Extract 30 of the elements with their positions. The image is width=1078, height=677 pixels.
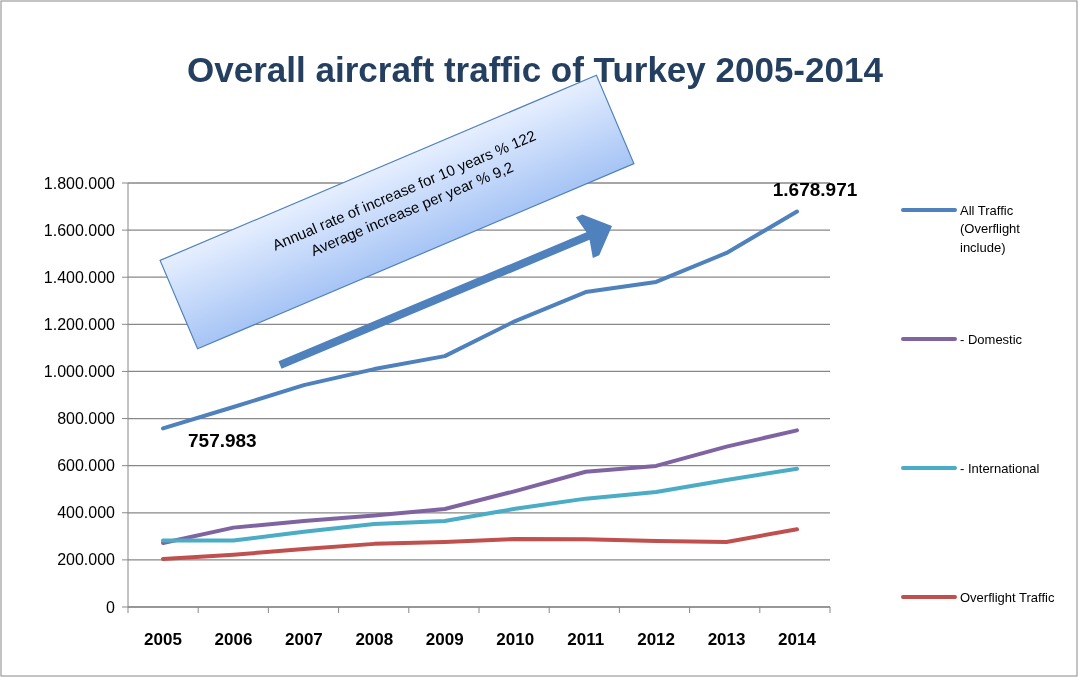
x-tick-label: 2008	[355, 630, 394, 649]
data-label: 757.983	[188, 430, 257, 452]
legend-label: - Domestic	[960, 331, 1023, 347]
x-tick-label: 2007	[284, 630, 323, 649]
y-tick-label: 1.200.000	[43, 315, 116, 333]
x-tick-label: 2012	[637, 630, 676, 649]
x-tick-label: 2005	[144, 630, 182, 649]
y-tick-label: 1.400.000	[43, 268, 116, 286]
legend-label: Overflight Traffic	[960, 589, 1055, 605]
x-tick-label: 2009	[425, 630, 464, 649]
y-tick-label: 1.000.000	[43, 363, 116, 381]
y-tick-label: 800.000	[57, 410, 116, 428]
x-tick-label: 2006	[214, 630, 253, 649]
data-label: 1.678.971	[772, 179, 858, 201]
chart-title: Overall aircraft traffic of Turkey 2005-2014	[187, 50, 884, 89]
legend-label: - International	[960, 460, 1040, 476]
line-series	[161, 527, 799, 561]
x-tick-label: 2010	[496, 630, 535, 649]
legend-label: All Traffic (Overflight include)	[960, 202, 1021, 256]
x-tick-label: 2014	[778, 630, 817, 649]
y-tick-label: 1.600.000	[43, 221, 116, 239]
y-tick-label: 600.000	[57, 457, 116, 475]
y-tick-label: 400.000	[57, 504, 116, 522]
x-tick-label: 2013	[707, 630, 746, 649]
line-series	[161, 428, 799, 545]
y-tick-label: 1.800.000	[43, 174, 116, 192]
y-tick-label: 200.000	[57, 551, 116, 569]
x-tick-label: 2011	[567, 630, 605, 649]
y-tick-label: 0	[106, 598, 116, 616]
line-series	[161, 466, 799, 543]
